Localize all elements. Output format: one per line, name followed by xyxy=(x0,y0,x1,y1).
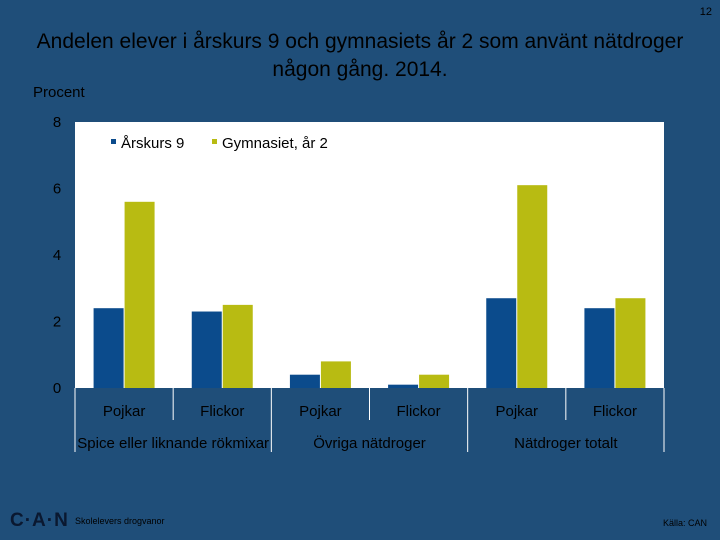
bar-gymnasiet-5 xyxy=(615,298,646,388)
bar-gymnasiet-3 xyxy=(419,374,450,388)
chart-title: Andelen elever i årskurs 9 och gymnasiet… xyxy=(36,30,684,81)
y-tick-label: 2 xyxy=(53,314,61,331)
legend-label: Gymnasiet, år 2 xyxy=(222,135,328,152)
x-tick-label: Pojkar xyxy=(103,403,146,420)
bar-gymnasiet-2 xyxy=(320,361,351,388)
bar-gymnasiet-4 xyxy=(517,185,548,388)
source-note: Källa: CAN xyxy=(662,518,707,528)
x-tick-label: Pojkar xyxy=(495,403,538,420)
bar-arskurs9-5 xyxy=(584,308,615,388)
bar-arskurs9-0 xyxy=(93,308,124,388)
x-tick-label: Flickor xyxy=(593,403,637,420)
group-label: Övriga nätdroger xyxy=(313,434,426,452)
can-logo: C·A·N xyxy=(10,510,69,531)
page-number: 12 xyxy=(699,6,712,18)
group-label: Spice eller liknande rökmixar xyxy=(77,435,269,452)
group-label: Nätdroger totalt xyxy=(514,435,618,452)
legend-swatch xyxy=(212,139,217,144)
bar-gymnasiet-1 xyxy=(222,304,253,388)
y-tick-label: 4 xyxy=(53,247,61,264)
y-tick-label: 8 xyxy=(53,114,61,131)
plot-area xyxy=(75,122,664,388)
y-axis-label: Procent xyxy=(33,84,85,101)
y-tick-label: 0 xyxy=(53,380,61,397)
bar-arskurs9-1 xyxy=(191,311,222,388)
legend-swatch xyxy=(111,139,116,144)
x-tick-label: Flickor xyxy=(396,403,440,420)
bar-arskurs9-4 xyxy=(486,298,517,388)
x-tick-label: Flickor xyxy=(200,403,244,420)
y-tick-label: 6 xyxy=(53,181,61,198)
x-tick-label: Pojkar xyxy=(299,403,342,420)
legend-label: Årskurs 9 xyxy=(121,135,184,152)
bar-arskurs9-3 xyxy=(388,384,419,388)
bar-arskurs9-2 xyxy=(289,374,320,388)
bar-gymnasiet-0 xyxy=(124,201,155,388)
footer-subtitle: Skolelevers drogvanor xyxy=(75,516,165,526)
